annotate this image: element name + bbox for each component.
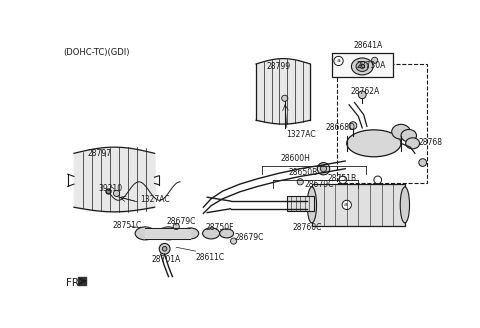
Text: 28600H: 28600H	[281, 154, 311, 163]
Ellipse shape	[135, 227, 156, 240]
Text: 39210: 39210	[99, 184, 123, 193]
Text: 28641A: 28641A	[353, 41, 382, 50]
Circle shape	[230, 238, 237, 244]
Bar	[332, 53, 393, 77]
Circle shape	[349, 122, 357, 130]
Circle shape	[297, 179, 303, 185]
Text: 28679C: 28679C	[167, 217, 196, 226]
Circle shape	[342, 200, 351, 210]
Text: 28611C: 28611C	[196, 254, 225, 262]
Bar	[312, 184, 405, 226]
Circle shape	[359, 91, 366, 99]
Circle shape	[372, 57, 378, 63]
Text: 28768: 28768	[418, 138, 442, 147]
Circle shape	[282, 95, 288, 101]
Text: a: a	[336, 58, 340, 63]
Ellipse shape	[400, 187, 409, 223]
Circle shape	[419, 159, 427, 166]
Circle shape	[162, 246, 167, 251]
Text: a: a	[344, 202, 348, 207]
Circle shape	[334, 56, 343, 66]
Ellipse shape	[347, 130, 401, 157]
Text: 28668D: 28668D	[326, 123, 356, 132]
Circle shape	[159, 243, 170, 254]
Ellipse shape	[203, 228, 220, 239]
Text: 28751C: 28751C	[113, 221, 142, 230]
Ellipse shape	[392, 124, 410, 139]
Ellipse shape	[220, 229, 234, 238]
Ellipse shape	[181, 228, 199, 239]
Text: 28750F: 28750F	[206, 223, 234, 232]
Text: 28701A: 28701A	[152, 255, 180, 264]
Text: 28797: 28797	[88, 150, 112, 158]
Text: (DOHC-TC)(GDI): (DOHC-TC)(GDI)	[63, 48, 130, 57]
Ellipse shape	[307, 187, 316, 223]
Ellipse shape	[401, 130, 417, 142]
Text: 28760C: 28760C	[292, 223, 322, 232]
Text: 28730A: 28730A	[356, 61, 385, 70]
Circle shape	[113, 190, 120, 196]
Ellipse shape	[360, 65, 365, 68]
Text: 28650B: 28650B	[288, 168, 318, 177]
Circle shape	[317, 163, 330, 175]
Ellipse shape	[351, 58, 373, 75]
Text: 1327AC: 1327AC	[140, 195, 169, 204]
Text: 28799: 28799	[266, 62, 290, 71]
Text: FR: FR	[66, 278, 79, 288]
Text: 28751B: 28751B	[327, 174, 357, 183]
Text: 28679C: 28679C	[234, 234, 264, 242]
Circle shape	[321, 166, 326, 172]
Ellipse shape	[356, 61, 369, 72]
Ellipse shape	[406, 138, 420, 149]
Bar	[337, 64, 427, 183]
Text: 1327AC: 1327AC	[286, 130, 316, 139]
Ellipse shape	[158, 227, 179, 240]
Text: 28679C: 28679C	[304, 180, 334, 189]
Circle shape	[173, 223, 180, 230]
Bar	[287, 196, 314, 211]
Text: 28762A: 28762A	[350, 87, 380, 96]
